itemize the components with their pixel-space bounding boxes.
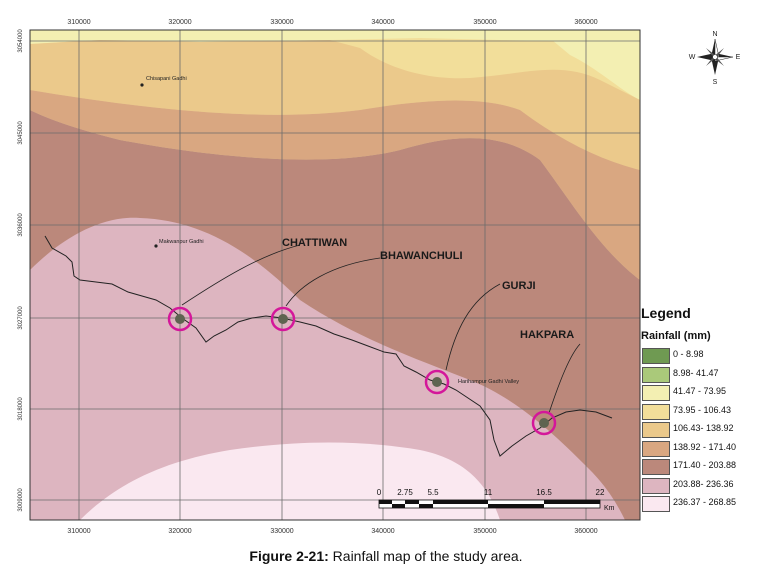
x-tick-top: 350000 — [473, 19, 496, 26]
legend-swatch — [642, 366, 670, 383]
legend-swatch — [642, 459, 670, 475]
x-tick-bottom: 310000 — [67, 528, 90, 535]
x-tick-bottom: 360000 — [574, 528, 597, 535]
y-tick: 3036000 — [18, 213, 24, 237]
legend-item: 73.95 - 106.43 — [641, 402, 766, 420]
legend-label: 8.98- 41.47 — [673, 367, 719, 378]
legend-swatch — [642, 440, 670, 457]
compass-w: W — [689, 54, 696, 61]
scale-unit: Km — [604, 505, 615, 512]
legend-title: Legend — [641, 305, 691, 321]
place-label: Harihampur Gadhi Valley — [458, 379, 519, 385]
y-tick: 3045000 — [18, 121, 24, 145]
scale-bar: 0 2.75 5.5 11 16.5 22 Km — [377, 488, 615, 512]
x-tick-bottom: 330000 — [270, 528, 293, 535]
legend-item: 8.98- 41.47 — [641, 365, 766, 383]
legend-label: 41.47 - 73.95 — [673, 386, 727, 396]
compass-n: N — [712, 31, 717, 38]
legend-swatch — [642, 348, 670, 364]
site-labels: CHATTIWAN BHAWANCHULI GURJI HAKPARA — [282, 237, 574, 341]
place-labels: Chisapani Gadhi Makwanpur Gadhi Harihamp… — [140, 76, 519, 385]
y-tick: 3009000 — [18, 488, 24, 512]
y-tick-labels: 3054000 3045000 3036000 3027000 3018000 … — [18, 29, 24, 512]
legend-item: 203.88- 236.36 — [641, 476, 766, 494]
x-tick-top: 340000 — [371, 19, 394, 26]
legend-label: 73.95 - 106.43 — [673, 404, 732, 415]
site-label-hakpara: HAKPARA — [520, 329, 574, 341]
legend-label: 171.40 - 203.88 — [673, 460, 737, 470]
scale-tick-label: 5.5 — [427, 488, 439, 497]
scale-tick-label: 2.75 — [397, 488, 413, 497]
legend-label: 106.43- 138.92 — [673, 423, 734, 433]
x-tick-top: 320000 — [168, 19, 191, 26]
legend-label: 0 - 8.98 — [673, 349, 704, 359]
legend-swatch — [642, 403, 670, 420]
legend-item: 171.40 - 203.88 — [641, 457, 766, 475]
legend-swatch — [642, 385, 670, 401]
legend-subtitle: Rainfall (mm) — [641, 330, 711, 342]
site-label-bhawanchuli: BHAWANCHULI — [380, 250, 463, 262]
x-tick-top: 360000 — [574, 19, 597, 26]
legend-item: 236.37 - 268.85 — [641, 494, 766, 512]
caption-text: Rainfall map of the study area. — [328, 548, 523, 564]
legend-item: 0 - 8.98 — [641, 346, 766, 364]
legend-item: 138.92 - 171.40 — [641, 439, 766, 457]
legend-swatch — [642, 496, 670, 512]
river-line — [44, 235, 613, 457]
figure-caption: Figure 2-21: Rainfall map of the study a… — [0, 548, 772, 564]
legend-item: 106.43- 138.92 — [641, 420, 766, 438]
x-tick-bottom: 350000 — [473, 528, 496, 535]
y-tick: 3054000 — [18, 29, 24, 53]
caption-label: Figure 2-21: — [249, 548, 329, 564]
scale-tick-label: 22 — [596, 488, 605, 497]
legend-label: 203.88- 236.36 — [673, 478, 734, 489]
scale-tick-label: 11 — [484, 488, 493, 497]
legend-swatch — [642, 477, 670, 494]
x-tick-labels: 310000 320000 330000 340000 350000 36000… — [67, 19, 597, 535]
legend-swatch — [642, 422, 670, 438]
place-label: Chisapani Gadhi — [146, 76, 187, 82]
site-markers — [167, 306, 557, 436]
compass-s: S — [713, 79, 718, 86]
site-label-gurji: GURJI — [502, 280, 536, 292]
x-tick-top: 310000 — [67, 19, 90, 26]
x-tick-top: 330000 — [270, 19, 293, 26]
legend-label: 138.92 - 171.40 — [673, 441, 737, 452]
site-label-chattiwan: CHATTIWAN — [282, 237, 347, 249]
x-tick-bottom: 320000 — [168, 528, 191, 535]
legend-item: 41.47 - 73.95 — [641, 383, 766, 401]
rainfall-zones — [30, 30, 640, 520]
y-tick: 3027000 — [18, 306, 24, 330]
compass-e: E — [736, 54, 741, 61]
scale-tick-label: 0 — [377, 488, 382, 497]
y-tick: 3018000 — [18, 397, 24, 421]
compass-rose-icon: N S E W — [689, 31, 741, 86]
leader-lines — [181, 244, 581, 414]
legend-label: 236.37 - 268.85 — [673, 497, 737, 507]
scale-tick-label: 16.5 — [536, 488, 552, 497]
x-tick-bottom: 340000 — [371, 528, 394, 535]
place-label: Makwanpur Gadhi — [159, 239, 204, 245]
map-grid — [30, 30, 640, 520]
